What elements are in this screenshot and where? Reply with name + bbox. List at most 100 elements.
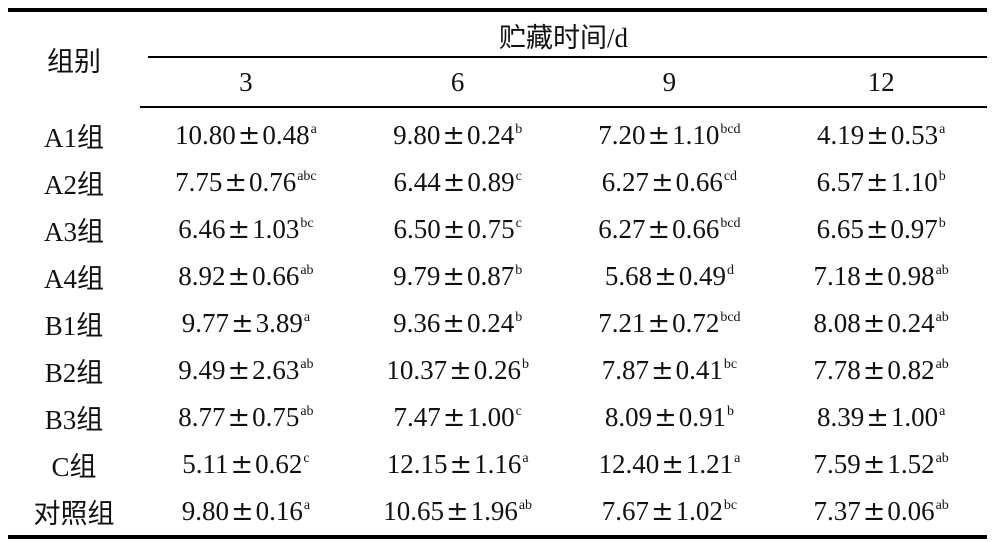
value-cell: 7.21±0.72bcd bbox=[564, 300, 776, 347]
significance-letter: ab bbox=[935, 310, 949, 325]
sd-value: 0.24 bbox=[466, 120, 515, 150]
table-row: B2组 9.49±2.63ab 10.37±0.26b 7.87±0.41bc … bbox=[8, 347, 987, 394]
value-cell: 4.19±0.53a bbox=[775, 107, 987, 159]
mean-value: 6.27 bbox=[598, 214, 646, 244]
sd-value: 0.66 bbox=[672, 214, 720, 244]
sd-value: 1.02 bbox=[675, 496, 723, 526]
significance-letter: a bbox=[734, 451, 741, 466]
value-cell: 9.80±0.24b bbox=[352, 107, 564, 159]
mean-value: 12.15 bbox=[386, 449, 448, 479]
significance-letter: ab bbox=[300, 404, 314, 419]
table-row: C组 5.11±0.62c 12.15±1.16a 12.40±1.21a 7.… bbox=[8, 441, 987, 488]
group-label: B3组 bbox=[44, 405, 104, 435]
value-cell: 5.11±0.62c bbox=[140, 441, 352, 488]
storage-data-table: 组别 贮藏时间/d 3 6 9 12 A1组 10.80±0.48a 9.80±… bbox=[8, 8, 987, 539]
plus-minus-sign: ± bbox=[862, 261, 886, 292]
sd-value: 2.63 bbox=[252, 355, 300, 385]
header-row-top: 组别 贮藏时间/d bbox=[8, 8, 987, 107]
significance-letter: bc bbox=[723, 357, 738, 372]
value-cell: 12.15±1.16a bbox=[352, 441, 564, 488]
significance-letter: a bbox=[303, 498, 311, 513]
plus-minus-sign: ± bbox=[442, 120, 465, 151]
plus-minus-sign: ± bbox=[862, 449, 886, 480]
value-cell: 8.92±0.66ab bbox=[140, 253, 352, 300]
plus-minus-sign: ± bbox=[647, 120, 671, 151]
plus-minus-sign: ± bbox=[442, 167, 466, 198]
table-row: B1组 9.77±3.89a 9.36±0.24b 7.21±0.72bcd 8… bbox=[8, 300, 987, 347]
value-cell: 6.46±1.03bc bbox=[140, 206, 352, 253]
mean-value: 7.75 bbox=[175, 167, 223, 197]
significance-letter: ab bbox=[935, 357, 949, 372]
value-cell: 12.40±1.21a bbox=[564, 441, 776, 488]
sd-value: 0.75 bbox=[467, 214, 515, 244]
sd-value: 1.03 bbox=[252, 214, 300, 244]
significance-letter: bcd bbox=[720, 122, 741, 137]
value-cell: 7.20±1.10bcd bbox=[564, 107, 776, 159]
significance-letter: ab bbox=[935, 263, 949, 278]
mean-value: 7.67 bbox=[601, 496, 649, 526]
header-row-days: 3 6 9 12 bbox=[8, 58, 987, 108]
value-cell: 10.65±1.96ab bbox=[351, 488, 564, 539]
sd-value: 0.48 bbox=[262, 120, 310, 150]
day-header: 6 bbox=[351, 58, 564, 108]
significance-letter: b bbox=[938, 216, 946, 231]
table-row: A2组 7.75±0.76abc 6.44±0.89c 6.27±0.66cd … bbox=[8, 159, 987, 206]
significance-letter: d bbox=[726, 263, 734, 278]
table-row: A3组 6.46±1.03bc 6.50±0.75c 6.27±0.66bcd … bbox=[8, 206, 987, 253]
sd-value: 0.53 bbox=[890, 120, 939, 150]
mean-value: 6.44 bbox=[393, 167, 441, 197]
value-cell: 6.65±0.97b bbox=[775, 206, 987, 253]
table-row: 对照组 9.80±0.16a 10.65±1.96ab 7.67±1.02bc … bbox=[8, 488, 987, 539]
sd-value: 1.00 bbox=[890, 402, 939, 432]
mean-value: 7.87 bbox=[601, 355, 649, 385]
plus-minus-sign: ± bbox=[866, 120, 889, 151]
significance-letter: b bbox=[938, 169, 946, 184]
value-cell: 10.37±0.26b bbox=[352, 347, 564, 394]
significance-letter: ab bbox=[935, 451, 949, 466]
significance-letter: c bbox=[515, 404, 522, 419]
value-cell: 6.27±0.66cd bbox=[564, 159, 776, 206]
significance-letter: b bbox=[515, 122, 523, 137]
value-cell: 6.57±1.10b bbox=[775, 159, 987, 206]
sd-value: 0.06 bbox=[887, 496, 935, 526]
sd-value: 3.89 bbox=[255, 308, 303, 338]
plus-minus-sign: ± bbox=[866, 402, 889, 433]
sd-value: 0.66 bbox=[675, 167, 723, 197]
significance-letter: a bbox=[310, 122, 317, 137]
sd-value: 1.10 bbox=[672, 120, 720, 150]
value-cell: 8.08±0.24ab bbox=[775, 300, 987, 347]
significance-letter: a bbox=[939, 404, 946, 419]
sd-value: 0.87 bbox=[466, 261, 515, 291]
sd-value: 1.00 bbox=[467, 402, 515, 432]
value-cell: 7.75±0.76abc bbox=[140, 159, 352, 206]
mean-value: 9.79 bbox=[393, 261, 441, 291]
sd-value: 1.96 bbox=[470, 496, 518, 526]
significance-letter: ab bbox=[935, 498, 949, 513]
mean-value: 7.20 bbox=[598, 120, 646, 150]
day-header: 12 bbox=[775, 58, 987, 108]
sd-value: 0.66 bbox=[252, 261, 300, 291]
plus-minus-sign: ± bbox=[449, 355, 472, 386]
sd-value: 0.91 bbox=[678, 402, 726, 432]
value-cell: 6.50±0.75c bbox=[352, 206, 564, 253]
value-cell: 7.67±1.02bc bbox=[563, 488, 776, 539]
mean-value: 6.65 bbox=[816, 214, 864, 244]
significance-letter: b bbox=[515, 310, 523, 325]
plus-minus-sign: ± bbox=[442, 214, 466, 245]
mean-value: 8.77 bbox=[178, 402, 226, 432]
mean-value: 6.27 bbox=[601, 167, 649, 197]
group-label: C组 bbox=[51, 452, 97, 482]
mean-value: 4.19 bbox=[816, 120, 865, 150]
plus-minus-sign: ± bbox=[237, 120, 261, 151]
significance-letter: b bbox=[726, 404, 734, 419]
mean-value: 8.09 bbox=[604, 402, 653, 432]
plus-minus-sign: ± bbox=[865, 167, 889, 198]
significance-letter: a bbox=[303, 310, 311, 325]
significance-letter: b bbox=[515, 263, 523, 278]
significance-letter: a bbox=[939, 122, 946, 137]
value-cell: 8.09±0.91b bbox=[564, 394, 776, 441]
plus-minus-sign: ± bbox=[442, 308, 465, 339]
plus-minus-sign: ± bbox=[865, 214, 889, 245]
plus-minus-sign: ± bbox=[654, 402, 677, 433]
sd-value: 0.75 bbox=[252, 402, 300, 432]
